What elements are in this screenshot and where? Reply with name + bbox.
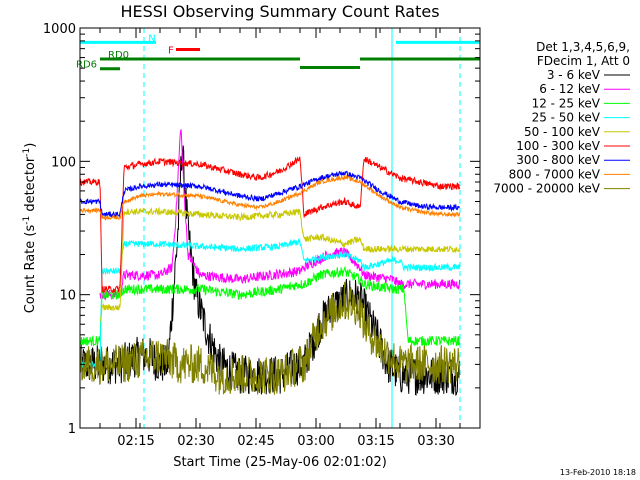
series-line — [79, 174, 461, 221]
y-tick-label: 10 — [59, 289, 76, 304]
flag-bar-label: RD6 — [76, 60, 97, 71]
legend-entry-label: 800 - 7000 keV — [509, 167, 601, 181]
flag-bar-label: F — [168, 45, 174, 56]
series-line — [79, 265, 460, 348]
series-line — [79, 281, 461, 395]
y-axis-label-part: detector — [23, 156, 38, 216]
x-tick-label: 03:30 — [417, 434, 454, 449]
legend-entry-label: 300 - 800 keV — [516, 153, 600, 167]
legend-header-line: Det 1,3,4,5,6,9, — [536, 40, 630, 54]
legend-entry-label: 50 - 100 keV — [524, 125, 601, 139]
legend-entry-label: 12 - 25 keV — [532, 96, 601, 110]
legend-entry-label: 7000 - 20000 keV — [493, 182, 600, 196]
flag-bar-label: N — [148, 33, 155, 44]
y-axis-label-sup: -1 — [22, 148, 32, 157]
x-axis-ticks: 02:15 02:30 02:45 03:00 03:15 03:30 — [79, 28, 481, 449]
y-tick-label: 1 — [68, 422, 76, 437]
y-axis-label-part: ) — [23, 143, 38, 148]
legend-header-line: FDecim 1, Att 0 — [537, 54, 630, 68]
legend-entry-label: 100 - 300 keV — [516, 139, 600, 153]
series-line — [79, 238, 461, 368]
legend-entry-label: 6 - 12 keV — [539, 82, 601, 96]
legend-entry-label: 25 - 50 keV — [532, 111, 601, 125]
y-axis-label-sup: -1 — [22, 216, 32, 225]
series-line — [79, 170, 461, 219]
flag-bar-label: RD0 — [108, 50, 129, 61]
series-line — [99, 129, 461, 301]
x-tick-label: 03:00 — [297, 434, 334, 449]
series-line — [79, 156, 461, 294]
y-axis-label-part: Count Rate (s — [23, 225, 38, 314]
y-tick-label: 100 — [51, 155, 76, 170]
y-axis-ticks: 1 10 100 1000 — [43, 22, 480, 437]
x-tick-label: 02:15 — [117, 434, 154, 449]
x-tick-label: 02:45 — [237, 434, 274, 449]
x-tick-label: 03:15 — [357, 434, 394, 449]
legend-entry-label: 3 - 6 keV — [547, 68, 601, 82]
y-tick-label: 1000 — [43, 22, 76, 37]
plot-area: N F RD0 RD6 — [76, 28, 480, 428]
x-axis-label: Start Time (25-May-06 02:01:02) — [173, 455, 387, 470]
chart-title: HESSI Observing Summary Count Rates — [120, 2, 439, 21]
footer-date: 13-Feb-2010 18:18 — [560, 468, 636, 477]
y-axis-label: Count Rate (s-1 detector-1) — [22, 143, 38, 314]
x-tick-label: 02:30 — [177, 434, 214, 449]
series-line — [99, 206, 461, 322]
legend: Det 1,3,4,5,6,9, FDecim 1, Att 0 3 - 6 k… — [493, 40, 630, 196]
